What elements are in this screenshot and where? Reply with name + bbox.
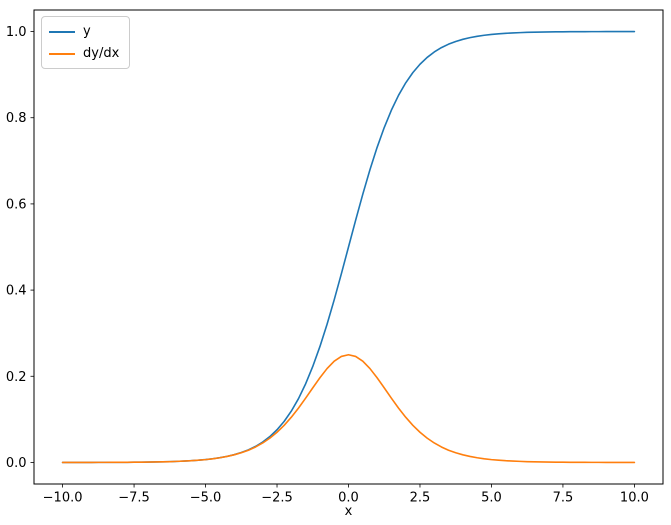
legend-entry-y: y: [49, 22, 119, 41]
y-tick-label: 0.6: [6, 197, 27, 212]
x-tick-label: −10.0: [43, 491, 83, 506]
legend-label-y: y: [83, 24, 91, 39]
y-tick-label: 0.0: [6, 456, 27, 471]
y-tick-label: 0.2: [6, 370, 27, 385]
x-tick-label: 0.0: [338, 491, 359, 506]
x-tick-label: 7.5: [553, 491, 574, 506]
series-line-dydx: [61, 353, 636, 464]
x-tick-label: 5.0: [481, 491, 502, 506]
series-line-y: [61, 30, 636, 464]
x-axis-label: x: [344, 504, 353, 519]
legend: y dy/dx: [41, 16, 131, 69]
y-tick-label: 1.0: [6, 25, 27, 40]
y-tick-label: 0.4: [6, 284, 27, 299]
x-tick-label: −2.5: [261, 491, 293, 506]
x-tick-label: −5.0: [190, 491, 222, 506]
x-tick-label: 10.0: [620, 491, 649, 506]
x-tick-label: −7.5: [118, 491, 150, 506]
legend-line-sample-y: [49, 30, 75, 33]
legend-entry-dydx: dy/dx: [49, 44, 119, 63]
y-tick-label: 0.8: [6, 111, 27, 126]
legend-label-dydx: dy/dx: [83, 46, 120, 61]
legend-line-sample-dydx: [49, 52, 75, 55]
x-tick-label: 2.5: [410, 491, 431, 506]
